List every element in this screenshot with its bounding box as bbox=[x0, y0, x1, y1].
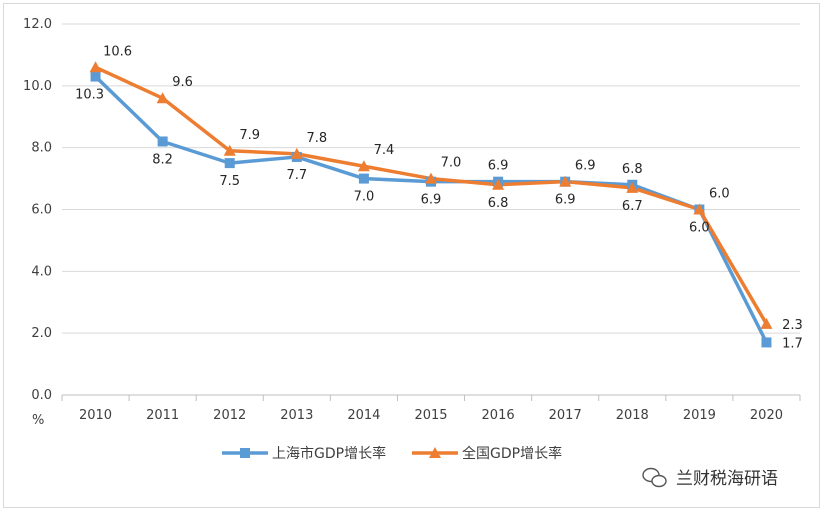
series-marker-1 bbox=[156, 92, 169, 104]
data-label: 6.9 bbox=[421, 193, 442, 208]
x-tick-label: 2012 bbox=[213, 408, 246, 423]
data-label: 10.3 bbox=[75, 88, 104, 103]
series-marker-1 bbox=[425, 172, 437, 184]
y-tick-label: 6.0 bbox=[31, 203, 52, 218]
x-axis-ticks: 2010 2011 2012 2013 2014 2015 2016 2017 2018 2019… bbox=[61, 395, 801, 423]
series-lines bbox=[89, 61, 773, 348]
y-tick-label: 12.0 bbox=[23, 17, 52, 32]
x-tick-label: 2020 bbox=[750, 408, 783, 423]
series-marker-1 bbox=[357, 160, 370, 172]
data-label: 6.8 bbox=[622, 162, 643, 177]
legend-marker-1 bbox=[429, 447, 441, 458]
series-marker-1 bbox=[492, 178, 505, 190]
data-label: 7.8 bbox=[306, 131, 327, 146]
wechat-icon bbox=[642, 467, 667, 488]
legend: 上海市GDP增长率 全国GDP增长率 bbox=[222, 445, 562, 462]
series-marker-1 bbox=[223, 144, 236, 156]
x-tick-label: 2019 bbox=[683, 408, 716, 423]
series-marker-1 bbox=[693, 203, 706, 215]
series-marker-1 bbox=[290, 147, 303, 159]
legend-marker-0 bbox=[240, 448, 250, 458]
y-tick-label: 2.0 bbox=[31, 326, 52, 341]
x-tick-label: 2014 bbox=[347, 408, 380, 423]
data-label: 10.6 bbox=[103, 44, 132, 59]
data-label: 7.4 bbox=[374, 143, 395, 158]
legend-label: 全国GDP增长率 bbox=[462, 445, 562, 462]
y-axis-unit-label: % bbox=[32, 413, 44, 428]
data-label: 8.2 bbox=[152, 152, 173, 167]
x-tick-label: 2015 bbox=[414, 408, 447, 423]
data-label: 6.0 bbox=[689, 221, 710, 236]
x-tick-label: 2016 bbox=[482, 408, 515, 423]
x-tick-label: 2017 bbox=[549, 408, 582, 423]
watermark-text: 兰财税海研语 bbox=[676, 469, 778, 489]
data-label: 1.7 bbox=[782, 336, 803, 351]
y-tick-label: 0.0 bbox=[31, 388, 52, 403]
y-tick-label: 4.0 bbox=[31, 264, 52, 279]
data-label: 7.0 bbox=[441, 156, 462, 171]
x-tick-label: 2010 bbox=[79, 408, 112, 423]
series-marker-1 bbox=[760, 317, 773, 329]
data-label: 7.5 bbox=[219, 174, 240, 189]
series-marker-0 bbox=[224, 158, 235, 169]
chart-frame bbox=[3, 3, 820, 508]
data-label: 6.9 bbox=[575, 159, 596, 174]
series-marker-1 bbox=[626, 181, 639, 193]
data-label: 6.0 bbox=[709, 187, 730, 202]
watermark: 兰财税海研语 bbox=[642, 467, 778, 489]
data-label: 6.8 bbox=[488, 196, 509, 211]
series-marker-0 bbox=[358, 173, 369, 184]
y-tick-label: 10.0 bbox=[23, 79, 52, 94]
series-marker-1 bbox=[89, 61, 102, 73]
x-tick-label: 2013 bbox=[280, 408, 313, 423]
data-label: 6.9 bbox=[488, 159, 509, 174]
data-label: 2.3 bbox=[782, 318, 803, 333]
series-marker-0 bbox=[761, 337, 772, 348]
data-label: 7.7 bbox=[286, 168, 307, 183]
series-marker-0 bbox=[157, 136, 168, 147]
legend-label: 上海市GDP增长率 bbox=[272, 445, 386, 462]
series-marker-1 bbox=[559, 175, 572, 187]
data-label: 6.9 bbox=[555, 193, 576, 208]
data-label: 9.6 bbox=[172, 75, 193, 90]
x-tick-label: 2011 bbox=[146, 408, 179, 423]
data-label: 6.7 bbox=[622, 199, 643, 214]
y-tick-label: 8.0 bbox=[31, 141, 52, 156]
data-label: 7.9 bbox=[239, 128, 260, 143]
series-marker-0 bbox=[90, 71, 101, 82]
x-tick-label: 2018 bbox=[616, 408, 649, 423]
data-label: 7.0 bbox=[354, 190, 375, 205]
data-labels: 10.3 8.2 7.5 7.7 7.0 6.9 6.9 6.9 6.8 6.0 1.7 10.6 9.… bbox=[75, 44, 803, 351]
y-axis-ticks: 0.0 2.0 4.0 6.0 8.0 10.0 12.0 bbox=[23, 17, 52, 403]
